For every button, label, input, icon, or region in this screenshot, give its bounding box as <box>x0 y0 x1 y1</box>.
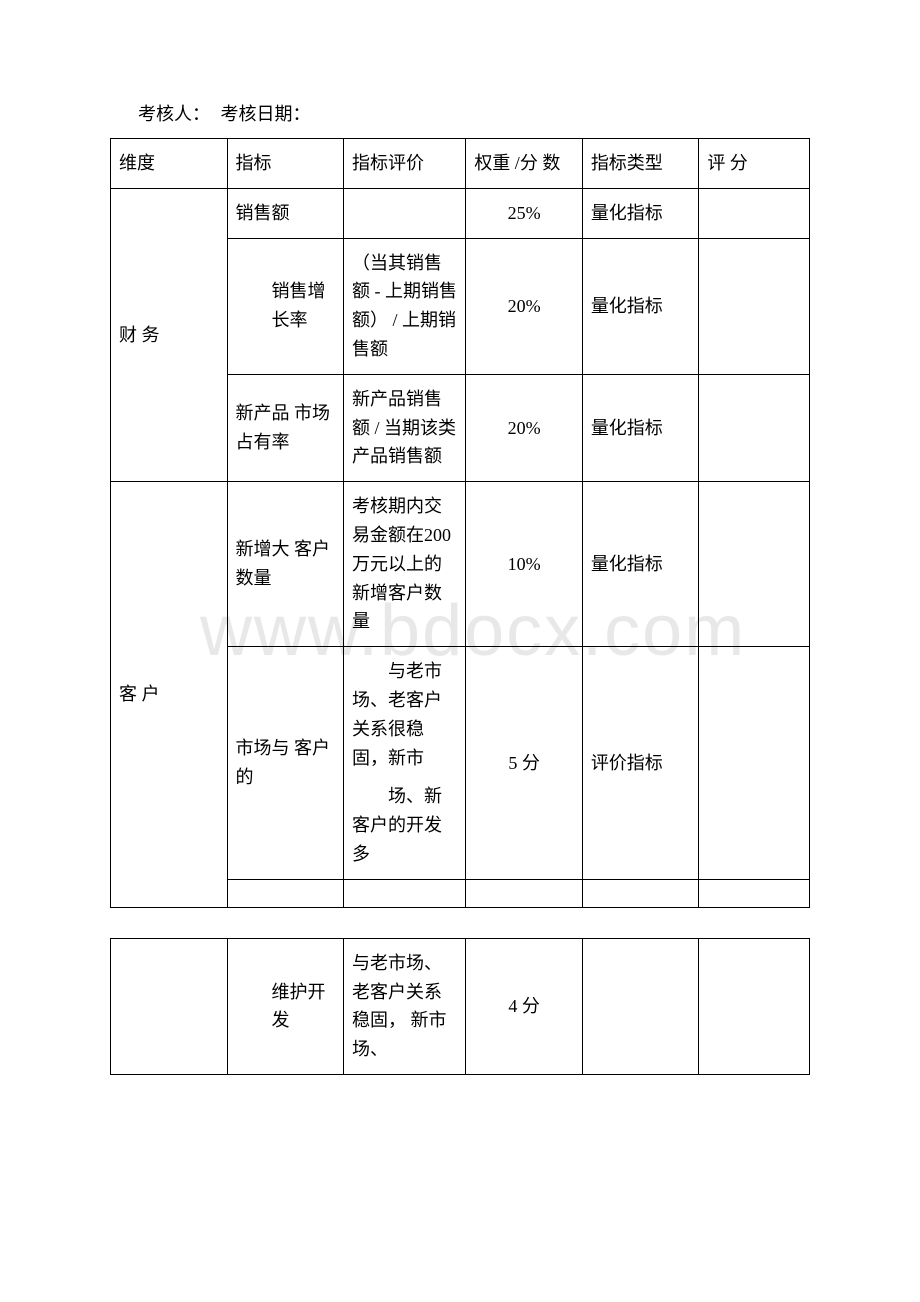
type-cell: 评价指标 <box>582 647 699 880</box>
weight-cell: 25% <box>466 188 583 238</box>
assessment-table-1: 维度 指标 指标评价 权重 /分 数 指标类型 评 分 财 务 销售额 25% … <box>110 138 810 908</box>
evaluation-cell: 新产品销售额 / 当期该类产品销售额 <box>344 374 466 481</box>
indicator-cell: 销售额 <box>227 188 344 238</box>
weight-cell: 20% <box>466 374 583 481</box>
header-line: 考核人： 考核日期： <box>110 100 810 126</box>
indicator-cell: 新增大 客户数量 <box>227 482 344 647</box>
table-row: 财 务 销售额 25% 量化指标 <box>111 188 810 238</box>
score-cell <box>699 482 810 647</box>
evaluation-cell <box>344 188 466 238</box>
indicator-cell: 市场与 客户的 <box>227 647 344 880</box>
evaluation-cell: 与老市场、老客户关系很稳固，新市 场、新客户的开发多 <box>344 647 466 880</box>
table-row: 维护开 发 与老市场、老客户关系稳固， 新市场、 4 分 <box>111 938 810 1074</box>
score-cell <box>699 188 810 238</box>
dimension-cell <box>111 938 228 1074</box>
type-cell <box>582 938 699 1074</box>
dimension-cell: 财 务 <box>111 188 228 481</box>
score-cell <box>699 938 810 1074</box>
type-cell: 量化指标 <box>582 482 699 647</box>
dimension-cell: 客 户 <box>111 482 228 908</box>
type-cell: 量化指标 <box>582 238 699 374</box>
indicator-cell: 销售增 长率 <box>227 238 344 374</box>
assessment-table-2: 维护开 发 与老市场、老客户关系稳固， 新市场、 4 分 <box>110 938 810 1075</box>
col-indicator: 指标 <box>227 139 344 189</box>
indicator-cell: 新产品 市场占有率 <box>227 374 344 481</box>
indicator-cell: 维护开 发 <box>227 938 344 1074</box>
col-weight: 权重 /分 数 <box>466 139 583 189</box>
col-type: 指标类型 <box>582 139 699 189</box>
evaluation-cell: 与老市场、老客户关系稳固， 新市场、 <box>344 938 466 1074</box>
evaluation-cell: （当其销售额 - 上期销售额） / 上期销售额 <box>344 238 466 374</box>
weight-cell: 20% <box>466 238 583 374</box>
table-header-row: 维度 指标 指标评价 权重 /分 数 指标类型 评 分 <box>111 139 810 189</box>
col-evaluation: 指标评价 <box>344 139 466 189</box>
evaluation-cell: 考核期内交易金额在200 万元以上的新增客户数量 <box>344 482 466 647</box>
table-row: 客 户 新增大 客户数量 考核期内交易金额在200 万元以上的新增客户数量 10… <box>111 482 810 647</box>
col-score: 评 分 <box>699 139 810 189</box>
type-cell: 量化指标 <box>582 374 699 481</box>
weight-cell: 10% <box>466 482 583 647</box>
score-cell <box>699 374 810 481</box>
weight-cell: 5 分 <box>466 647 583 880</box>
type-cell: 量化指标 <box>582 188 699 238</box>
score-cell <box>699 238 810 374</box>
col-dimension: 维度 <box>111 139 228 189</box>
score-cell <box>699 647 810 880</box>
weight-cell: 4 分 <box>466 938 583 1074</box>
reviewer-label: 考核人： <box>138 104 210 124</box>
date-label: 考核日期： <box>221 104 311 124</box>
